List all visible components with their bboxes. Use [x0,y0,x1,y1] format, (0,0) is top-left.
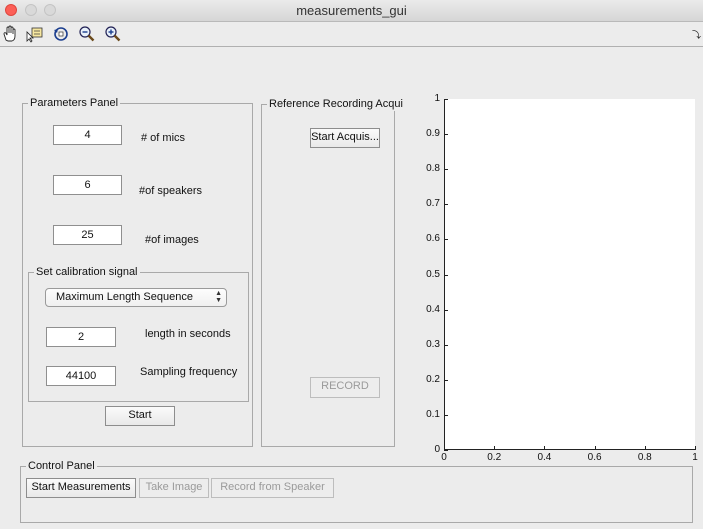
y-tick-mark [444,344,448,346]
start-acquisition-button[interactable]: Start Acquis... [310,128,380,148]
sampling-frequency-input[interactable]: 44100 [46,366,116,386]
x-tick-mark [695,446,696,450]
speakers-label: #of speakers [139,185,202,197]
x-tick-label: 0.2 [487,452,502,463]
zoom-in-icon[interactable] [104,25,122,43]
x-tick-mark [494,446,496,450]
x-tick-label: 0.8 [637,452,652,463]
parameters-panel-title: Parameters Panel [28,97,121,110]
y-tick-mark [444,169,448,171]
plot-axes[interactable] [444,99,695,450]
toolbar-overflow-icon[interactable]: ⤵ [691,30,701,40]
control-panel: Control Panel [20,460,693,523]
window-title: measurements_gui [296,3,407,18]
x-tick-mark [544,446,546,450]
start-measurements-button[interactable]: Start Measurements [26,478,136,498]
figure-toolbar: ⤵ [0,22,703,47]
signal-type-value: Maximum Length Sequence [56,291,193,303]
y-tick-label: 0.4 [426,303,440,315]
y-tick-label: 1 [434,93,440,104]
y-tick-label: 0.7 [426,198,440,210]
maximize-window-button[interactable] [44,4,56,16]
y-tick-label: 0.9 [426,128,440,140]
x-tick-mark [594,446,596,450]
zoom-out-icon[interactable] [78,25,96,43]
images-input[interactable]: 25 [53,225,122,245]
x-tick-label: 1 [692,452,698,463]
record-button[interactable]: RECORD [310,377,380,398]
parameters-panel: Parameters Panel [22,97,253,447]
reference-recording-panel: Reference Recording Acqui [261,98,405,447]
y-tick-mark [444,450,448,451]
length-label: length in seconds [145,328,231,340]
y-tick-mark [444,239,448,241]
x-tick-mark [644,446,646,450]
y-tick-mark [444,274,448,276]
y-tick-label: 0.2 [426,373,440,385]
images-label: #of images [145,234,199,246]
y-tick-label: 0.8 [426,163,440,175]
y-tick-mark [444,379,448,381]
record-from-speaker-button[interactable]: Record from Speaker [211,478,334,498]
start-button[interactable]: Start [105,406,175,426]
y-tick-mark [444,204,448,206]
x-tick-label: 0.4 [537,452,552,463]
y-tick-mark [444,309,448,311]
reference-panel-title: Reference Recording Acqui [267,98,405,111]
sampling-frequency-label: Sampling frequency [140,366,238,378]
data-cursor-icon[interactable] [26,25,44,43]
minimize-window-button[interactable] [25,4,37,16]
y-tick-label: 0.6 [426,233,440,245]
y-tick-mark [444,134,448,136]
speakers-input[interactable]: 6 [53,175,122,195]
pan-icon[interactable] [1,25,19,43]
signal-type-dropdown[interactable]: Maximum Length Sequence ▲ ▼ [45,288,227,307]
title-bar: measurements_gui [0,0,703,22]
y-tick-label: 0.1 [426,408,440,420]
mics-label: # of mics [141,132,186,144]
control-panel-title: Control Panel [26,460,97,473]
x-tick-label: 0 [441,452,447,463]
close-window-button[interactable] [5,4,17,16]
y-tick-label: 0.5 [426,268,440,280]
y-tick-label: 0.3 [426,338,440,350]
mics-input[interactable]: 4 [53,125,122,145]
calibration-panel: Set calibration signal [28,266,249,402]
rotate-3d-icon[interactable] [52,25,70,43]
dropdown-arrows-icon: ▲ ▼ [215,290,222,304]
x-tick-mark [444,446,445,450]
y-tick-label: 0 [434,444,440,455]
calibration-panel-title: Set calibration signal [34,266,140,279]
y-tick-mark [444,99,448,100]
length-input[interactable]: 2 [46,327,116,347]
y-tick-mark [444,414,448,416]
take-image-button[interactable]: Take Image [139,478,209,498]
x-tick-label: 0.6 [587,452,602,463]
